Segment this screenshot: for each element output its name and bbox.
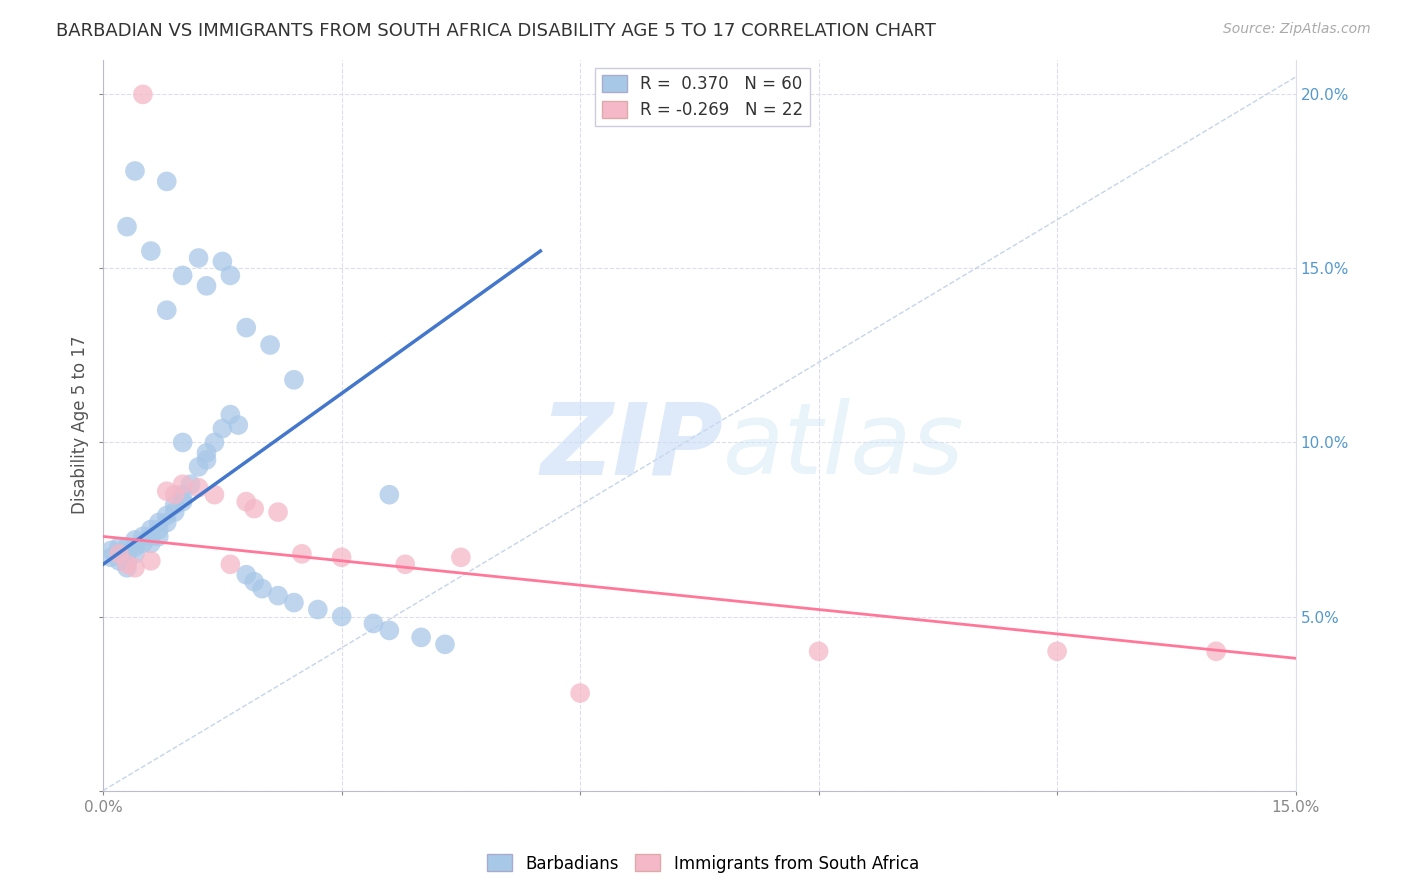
- Point: [1046, 644, 1069, 658]
- Point: [211, 254, 233, 268]
- Point: [139, 244, 162, 258]
- Point: [115, 561, 138, 575]
- Point: [108, 547, 131, 561]
- Text: atlas: atlas: [723, 399, 965, 495]
- Point: [363, 616, 385, 631]
- Point: [163, 488, 186, 502]
- Y-axis label: Disability Age 5 to 17: Disability Age 5 to 17: [72, 335, 89, 515]
- Point: [1205, 644, 1227, 658]
- Point: [139, 554, 162, 568]
- Point: [267, 589, 290, 603]
- Point: [124, 533, 146, 547]
- Point: [433, 637, 456, 651]
- Point: [378, 488, 401, 502]
- Text: BARBADIAN VS IMMIGRANTS FROM SOUTH AFRICA DISABILITY AGE 5 TO 17 CORRELATION CHA: BARBADIAN VS IMMIGRANTS FROM SOUTH AFRIC…: [56, 22, 936, 40]
- Point: [204, 435, 226, 450]
- Point: [283, 373, 305, 387]
- Point: [132, 536, 155, 550]
- Point: [187, 251, 209, 265]
- Point: [172, 494, 194, 508]
- Point: [195, 446, 218, 460]
- Point: [569, 686, 592, 700]
- Point: [156, 516, 179, 530]
- Point: [235, 494, 257, 508]
- Point: [235, 320, 257, 334]
- Point: [124, 540, 146, 554]
- Point: [450, 550, 472, 565]
- Point: [108, 540, 131, 554]
- Point: [115, 558, 138, 572]
- Legend: Barbadians, Immigrants from South Africa: Barbadians, Immigrants from South Africa: [481, 847, 925, 880]
- Point: [211, 421, 233, 435]
- Point: [156, 174, 179, 188]
- Point: [172, 268, 194, 283]
- Point: [124, 547, 146, 561]
- Point: [156, 303, 179, 318]
- Text: ZIP: ZIP: [540, 399, 723, 495]
- Point: [100, 543, 122, 558]
- Point: [219, 268, 242, 283]
- Point: [163, 498, 186, 512]
- Point: [156, 484, 179, 499]
- Point: [115, 554, 138, 568]
- Point: [139, 536, 162, 550]
- Point: [115, 547, 138, 561]
- Point: [226, 418, 249, 433]
- Point: [115, 540, 138, 554]
- Point: [148, 523, 170, 537]
- Text: Source: ZipAtlas.com: Source: ZipAtlas.com: [1223, 22, 1371, 37]
- Point: [108, 554, 131, 568]
- Point: [243, 574, 266, 589]
- Point: [394, 558, 416, 572]
- Point: [235, 567, 257, 582]
- Point: [180, 477, 202, 491]
- Legend: R =  0.370   N = 60, R = -0.269   N = 22: R = 0.370 N = 60, R = -0.269 N = 22: [596, 68, 810, 126]
- Point: [187, 481, 209, 495]
- Point: [267, 505, 290, 519]
- Point: [291, 547, 314, 561]
- Point: [115, 219, 138, 234]
- Point: [124, 164, 146, 178]
- Point: [163, 505, 186, 519]
- Point: [148, 529, 170, 543]
- Point: [139, 523, 162, 537]
- Point: [378, 624, 401, 638]
- Point: [243, 501, 266, 516]
- Point: [148, 516, 170, 530]
- Point: [204, 488, 226, 502]
- Point: [172, 477, 194, 491]
- Point: [108, 547, 131, 561]
- Point: [124, 561, 146, 575]
- Point: [195, 453, 218, 467]
- Point: [250, 582, 273, 596]
- Point: [172, 435, 194, 450]
- Point: [283, 596, 305, 610]
- Point: [411, 631, 433, 645]
- Point: [100, 550, 122, 565]
- Point: [139, 529, 162, 543]
- Point: [187, 459, 209, 474]
- Point: [132, 529, 155, 543]
- Point: [219, 408, 242, 422]
- Point: [219, 558, 242, 572]
- Point: [259, 338, 281, 352]
- Point: [156, 508, 179, 523]
- Point: [195, 278, 218, 293]
- Point: [330, 550, 353, 565]
- Point: [330, 609, 353, 624]
- Point: [307, 602, 329, 616]
- Point: [807, 644, 830, 658]
- Point: [132, 87, 155, 102]
- Point: [172, 488, 194, 502]
